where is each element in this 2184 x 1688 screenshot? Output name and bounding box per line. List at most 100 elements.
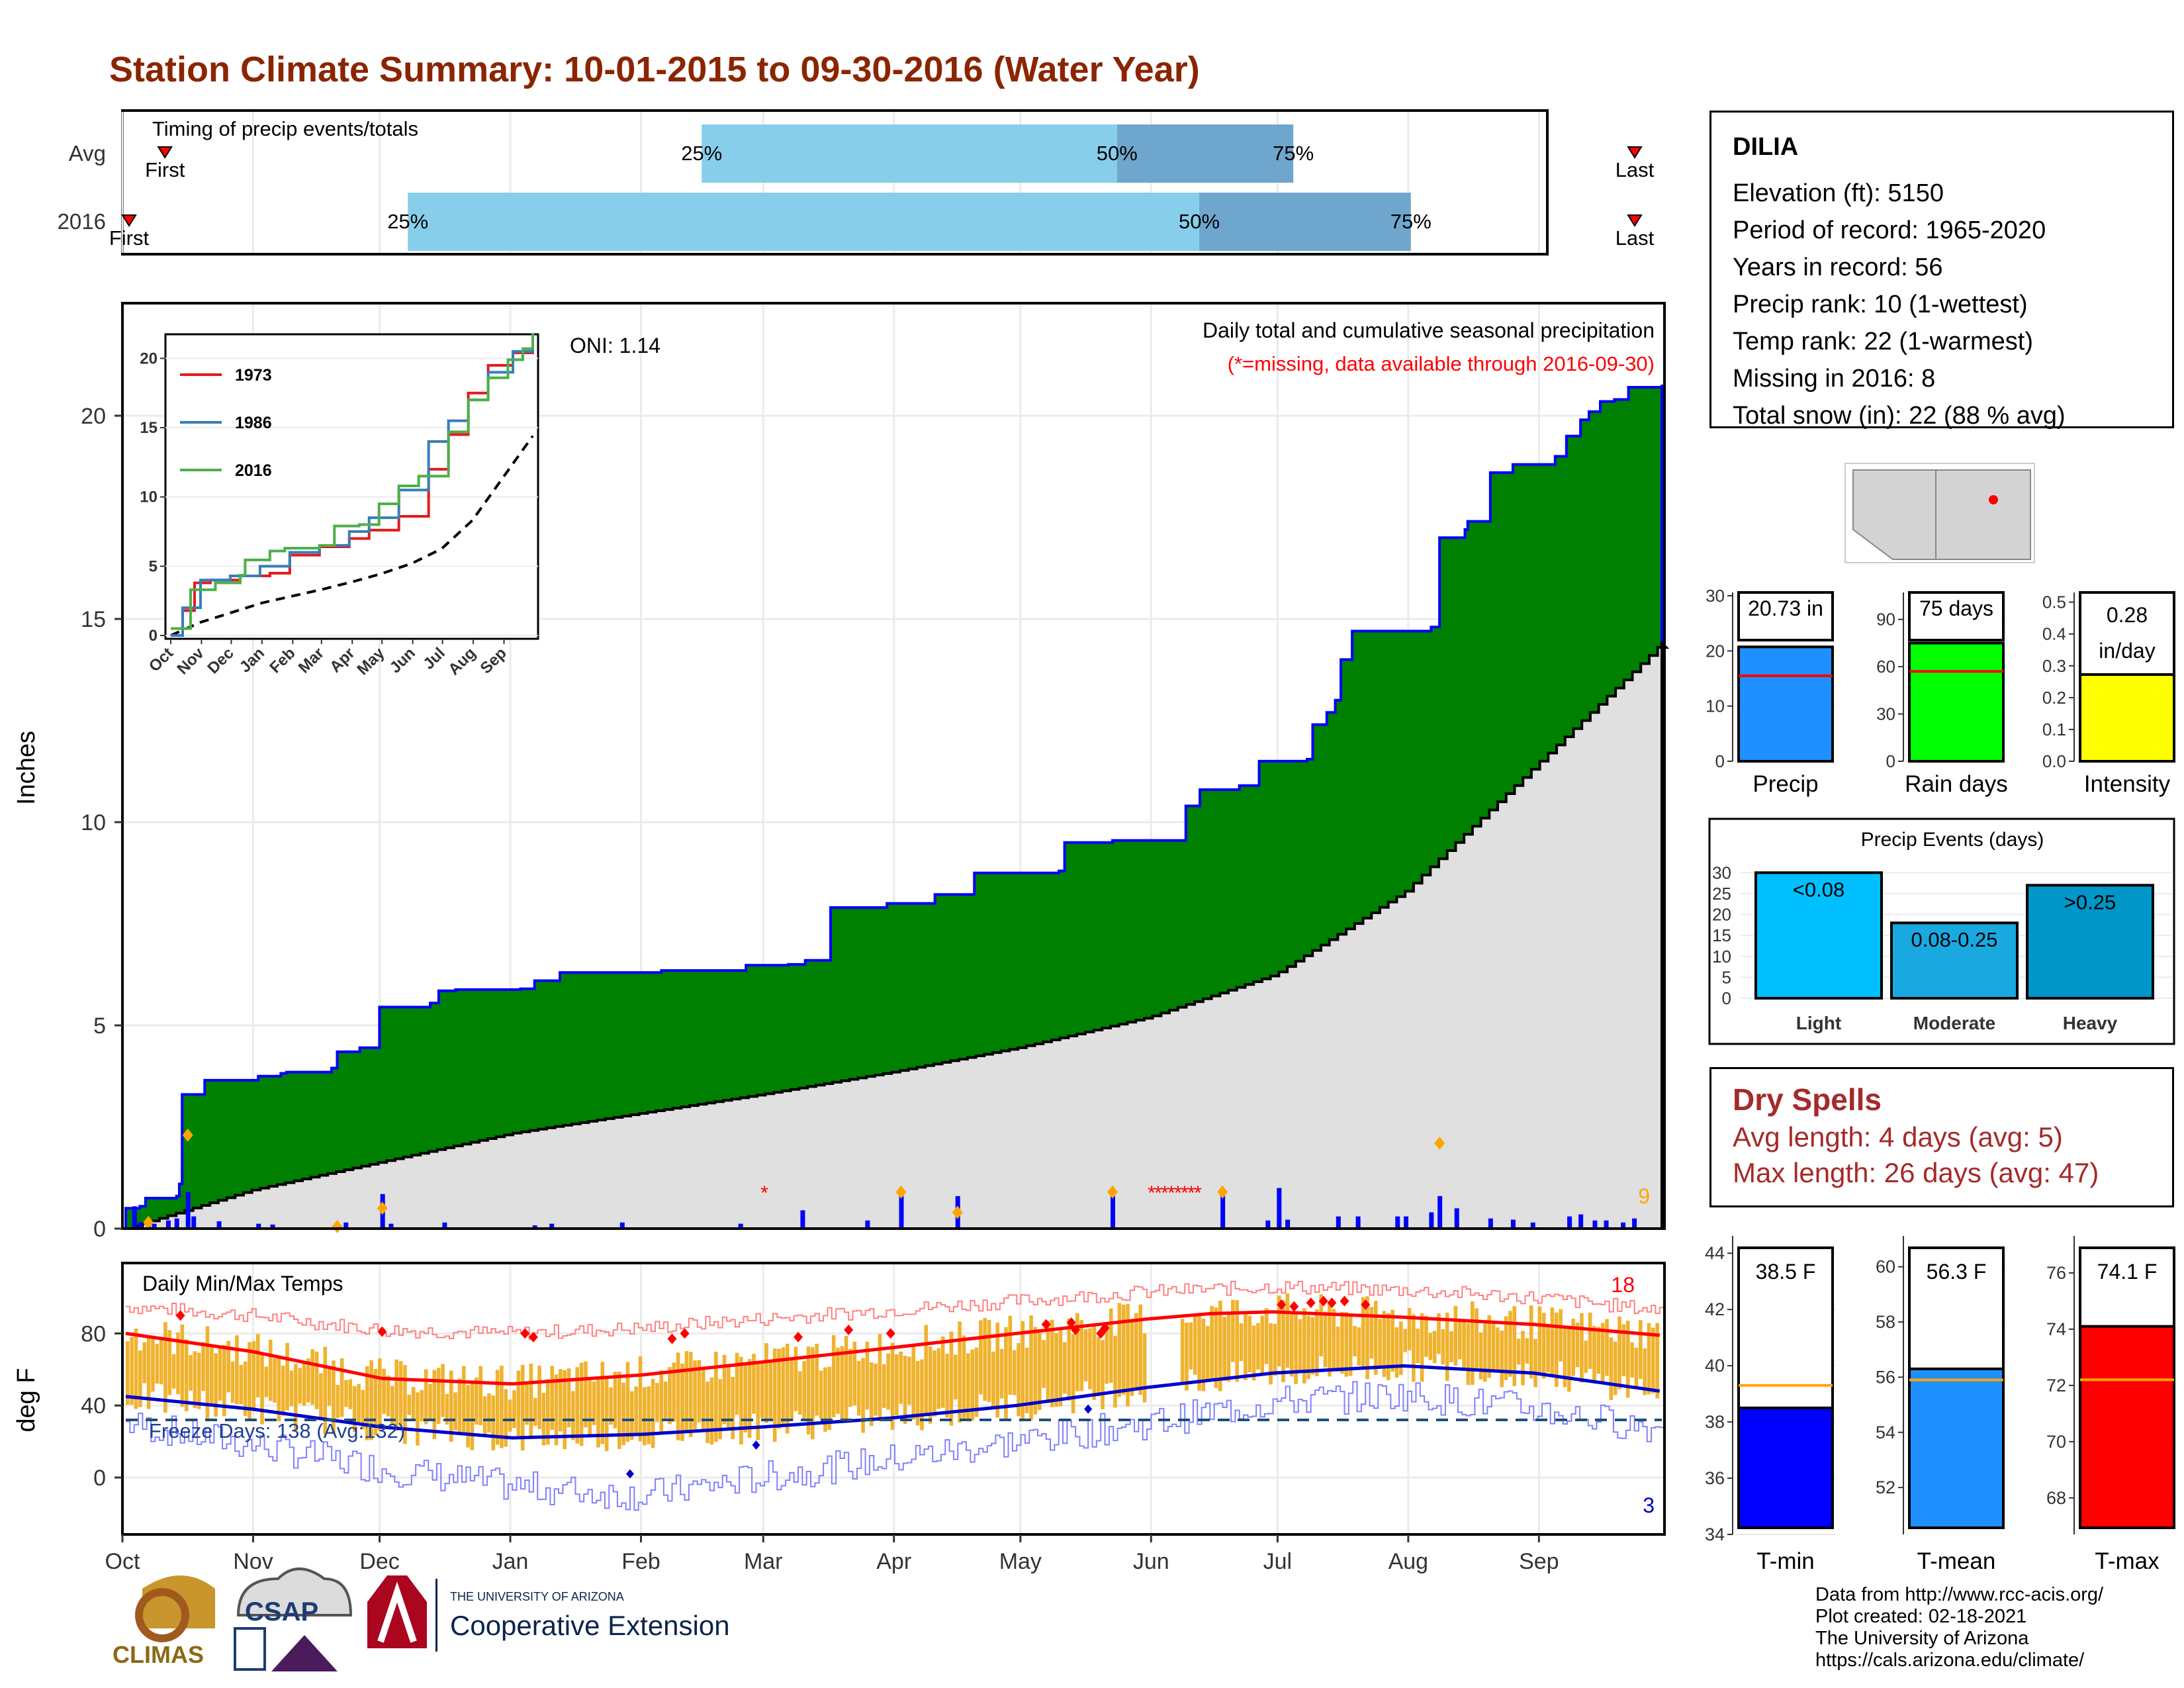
daily-temp-bar bbox=[1462, 1321, 1466, 1371]
daily-temp-bar bbox=[239, 1364, 244, 1405]
daily-temp-bar bbox=[449, 1370, 453, 1442]
daily-temp-bar bbox=[180, 1324, 185, 1407]
daily-temp-bar bbox=[630, 1391, 634, 1440]
station-missing: Missing in 2016: 8 bbox=[1733, 365, 1936, 393]
station-precip-rank: Precip rank: 10 (1-wettest) bbox=[1733, 291, 2028, 318]
station-years: Years in record: 56 bbox=[1733, 254, 1943, 281]
daily-temp-bar bbox=[1117, 1303, 1122, 1397]
footer-line-1: Data from http://www.rcc-acis.org/ bbox=[1815, 1584, 2104, 1605]
daily-temp-bar bbox=[1390, 1309, 1394, 1372]
daily-temp-bar bbox=[1613, 1341, 1617, 1395]
daily-temp-bar bbox=[235, 1335, 239, 1405]
daily-temp-bar bbox=[1079, 1320, 1084, 1391]
precip-y-tick-label: 5 bbox=[93, 1013, 106, 1039]
daily-temp-bar bbox=[731, 1376, 735, 1440]
daily-temp-bar bbox=[999, 1348, 1004, 1399]
daily-precip-bar bbox=[1437, 1196, 1443, 1229]
record-high-marker bbox=[794, 1331, 803, 1342]
daily-temp-bar bbox=[512, 1390, 516, 1429]
summary-y-tick-label: 0 bbox=[1715, 751, 1725, 771]
daily-temp-bar bbox=[890, 1342, 895, 1430]
daily-temp-bar bbox=[554, 1374, 559, 1446]
missing-marker: * bbox=[1161, 1182, 1169, 1204]
daily-temp-bar bbox=[668, 1367, 672, 1425]
daily-temp-bar bbox=[1588, 1312, 1592, 1369]
daily-temp-bar bbox=[936, 1348, 941, 1409]
temps-top-count: 18 bbox=[1611, 1273, 1635, 1297]
daily-temp-bar bbox=[836, 1348, 840, 1414]
temps-y-tick-label: 0 bbox=[93, 1466, 106, 1491]
daily-temp-bar bbox=[344, 1380, 348, 1407]
summary-bar-intensity bbox=[2079, 671, 2175, 763]
daily-temp-bar bbox=[1277, 1295, 1281, 1367]
daily-precip-bar bbox=[174, 1218, 179, 1229]
new-mexico-shape bbox=[1935, 469, 2031, 560]
daily-precip-bar bbox=[800, 1210, 805, 1229]
daily-temp-bar bbox=[684, 1351, 689, 1433]
record-high-marker bbox=[1306, 1297, 1316, 1309]
daily-temp-bar bbox=[151, 1336, 155, 1392]
summary-y-tick-label: 10 bbox=[1706, 696, 1725, 716]
timing-bar-50-75 bbox=[1116, 124, 1294, 183]
daily-temp-bar bbox=[1647, 1323, 1651, 1395]
daily-temp-bar bbox=[1580, 1313, 1584, 1383]
daily-temp-bar bbox=[201, 1342, 205, 1391]
daily-temp-bar bbox=[588, 1380, 592, 1435]
daily-temp-bar bbox=[899, 1351, 903, 1404]
temp-y-tick-label: 52 bbox=[1876, 1477, 1895, 1497]
timing-label-25: 25% bbox=[681, 142, 722, 165]
daily-temp-bar bbox=[1471, 1301, 1475, 1385]
daily-temp-bar bbox=[398, 1361, 403, 1426]
daily-temp-bar bbox=[705, 1382, 709, 1444]
daily-temp-bar bbox=[945, 1354, 949, 1418]
daily-temp-bar bbox=[987, 1320, 991, 1403]
precip-areas bbox=[124, 385, 1670, 1230]
daily-temp-bar bbox=[1475, 1308, 1479, 1369]
daily-precip-bar bbox=[1111, 1196, 1115, 1229]
record-high-marker bbox=[1066, 1317, 1076, 1329]
daily-temp-bar bbox=[230, 1361, 235, 1403]
daily-temp-bar bbox=[373, 1368, 378, 1436]
record-high-marker bbox=[1100, 1323, 1110, 1334]
daily-precip-bar bbox=[165, 1220, 171, 1229]
record-high-marker bbox=[528, 1331, 538, 1342]
daily-precip-bar bbox=[185, 1192, 191, 1229]
daily-temp-bar bbox=[563, 1370, 567, 1450]
summary-value-box bbox=[1908, 591, 2005, 641]
daily-temp-bar bbox=[1639, 1320, 1643, 1380]
daily-temp-bar bbox=[1012, 1350, 1017, 1395]
daily-temp-bar bbox=[1063, 1342, 1067, 1394]
daily-temp-bar bbox=[1487, 1315, 1491, 1378]
daily-temp-bar bbox=[1617, 1316, 1621, 1389]
daily-temp-bar bbox=[1054, 1333, 1058, 1407]
precip-ylabel: Inches bbox=[13, 731, 40, 805]
daily-temp-bar bbox=[1332, 1309, 1336, 1370]
daily-temp-bar bbox=[604, 1376, 609, 1452]
daily-temp-bar bbox=[672, 1362, 676, 1422]
events-y-tick-label: 25 bbox=[1712, 884, 1731, 904]
footer-line-4: https://cals.arizona.edu/climate/ bbox=[1815, 1650, 2085, 1671]
events-bar-heavy bbox=[2026, 884, 2154, 1000]
daily-temp-bar bbox=[445, 1393, 449, 1425]
temps-y-tick-label: 80 bbox=[81, 1321, 106, 1346]
daily-temp-bar bbox=[260, 1354, 264, 1425]
daily-temp-bar bbox=[974, 1347, 979, 1417]
temp-y-tick-label: 36 bbox=[1705, 1468, 1725, 1488]
summary-y-tick-label: 0.0 bbox=[2042, 751, 2066, 771]
month-label-mar: Mar bbox=[744, 1549, 783, 1574]
daily-temp-bar bbox=[1138, 1304, 1142, 1395]
record-high-marker bbox=[1041, 1319, 1051, 1330]
record-high-marker bbox=[1327, 1297, 1337, 1309]
daily-temp-bar bbox=[1226, 1313, 1231, 1382]
events-y-tick-label: 5 bbox=[1722, 967, 1731, 987]
daily-temp-bar bbox=[1289, 1311, 1294, 1377]
daily-temp-bar bbox=[940, 1336, 945, 1408]
events-y-tick-label: 20 bbox=[1712, 905, 1731, 925]
daily-temp-bar bbox=[651, 1379, 655, 1448]
timing-last-label: Last bbox=[1615, 226, 1655, 250]
month-label-may: May bbox=[999, 1549, 1042, 1574]
daily-precip-bar bbox=[138, 1222, 143, 1229]
daily-temp-bar bbox=[462, 1366, 466, 1435]
daily-temp-bar bbox=[1197, 1316, 1201, 1391]
